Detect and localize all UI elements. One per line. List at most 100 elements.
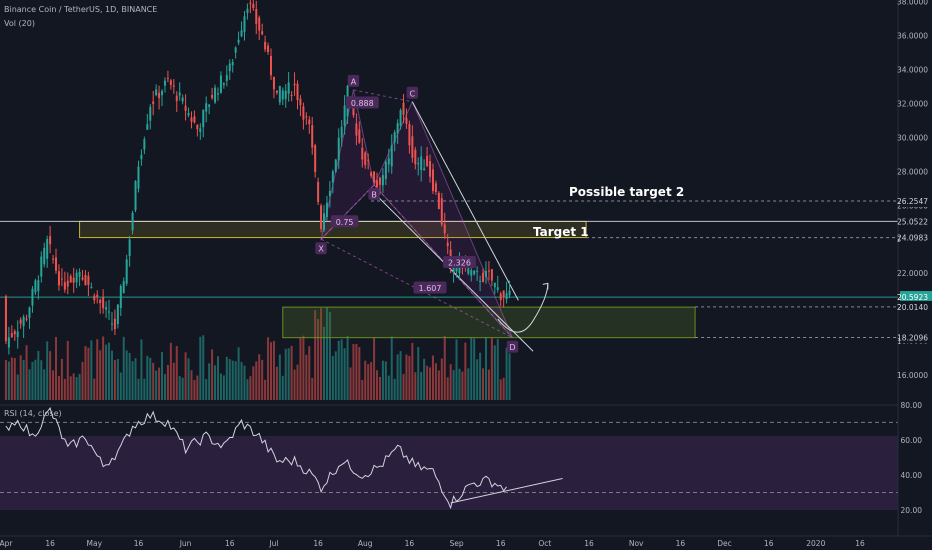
- candle-body: [405, 117, 408, 124]
- volume-bar: [325, 307, 328, 400]
- volume-bar: [211, 349, 214, 400]
- volume-bar: [346, 336, 349, 400]
- candle-body: [4, 296, 7, 342]
- volume-bar: [102, 336, 105, 400]
- candle-body: [399, 110, 402, 127]
- volume-bar: [311, 378, 314, 400]
- candle-body: [440, 198, 443, 225]
- volume-bar: [237, 347, 240, 400]
- volume-bar: [376, 370, 379, 400]
- ratio-label-bg: [345, 96, 379, 109]
- volume-bar: [84, 345, 87, 400]
- volume-bar: [69, 376, 72, 400]
- volume-bar: [258, 354, 261, 400]
- volume-bar: [22, 359, 25, 400]
- volume-bar: [467, 368, 470, 400]
- volume-bar: [328, 311, 331, 400]
- price-tick: 32.0000: [897, 99, 928, 108]
- ratio-label-bg: [330, 215, 359, 228]
- volume-bar: [93, 378, 96, 400]
- candle-body: [211, 94, 214, 99]
- volume-bar: [63, 378, 66, 400]
- candle-body: [317, 181, 320, 203]
- time-tick: Sep: [449, 539, 463, 548]
- volume-bar: [479, 352, 482, 400]
- candle-body: [293, 83, 296, 86]
- candle-body: [161, 91, 164, 96]
- volume-bar: [57, 375, 60, 400]
- candle-body: [87, 275, 90, 285]
- level-tag: 20.0140: [897, 303, 928, 312]
- time-tick: 16: [496, 539, 506, 548]
- volume-bar: [196, 375, 199, 400]
- projected-arrowhead: [542, 282, 549, 290]
- volume-bar: [240, 362, 243, 400]
- volume-bar: [293, 369, 296, 400]
- volume-bar: [337, 340, 340, 400]
- candle-body: [358, 129, 361, 143]
- volume-bar: [431, 355, 434, 400]
- volume-bar: [37, 350, 40, 400]
- candle-body: [208, 104, 211, 107]
- candle-body: [19, 319, 22, 324]
- volume-bar: [231, 360, 234, 400]
- time-tick: Nov: [629, 539, 644, 548]
- time-tick: 16: [225, 539, 235, 548]
- volume-bar: [25, 345, 28, 400]
- price-tick: 34.0000: [897, 66, 928, 75]
- channel-upper: [411, 101, 519, 301]
- volume-bar: [487, 369, 490, 400]
- volume-bar: [96, 339, 99, 400]
- candle-body: [396, 123, 399, 134]
- candle-body: [90, 286, 93, 288]
- candle-body: [116, 304, 119, 325]
- volume-bar: [464, 342, 467, 400]
- volume-bar: [290, 345, 293, 400]
- volume-bar: [4, 360, 7, 400]
- volume-bar: [152, 362, 155, 400]
- volume-bar: [108, 342, 111, 400]
- volume-bar: [134, 358, 137, 400]
- volume-bar: [172, 362, 175, 400]
- point-label-a-bg: [347, 74, 360, 87]
- level-tag-bg: [900, 331, 932, 344]
- candle-body: [105, 307, 108, 310]
- volume-bar: [199, 336, 202, 400]
- volume-bar: [482, 368, 485, 400]
- candle-body: [169, 80, 172, 85]
- candles[interactable]: [4, 0, 511, 355]
- volume-bar: [228, 359, 231, 400]
- volume-bar: [473, 338, 476, 400]
- candle-body: [96, 294, 99, 298]
- ratio-label: 2.326: [448, 258, 471, 267]
- candle-body: [102, 297, 105, 309]
- time-tick: 2020: [806, 539, 825, 548]
- volume-bar: [149, 357, 152, 400]
- volume-bar: [234, 361, 237, 400]
- candle-body: [370, 172, 373, 176]
- candle-body: [455, 267, 458, 272]
- price-tick: 30.0000: [897, 133, 928, 142]
- volume-bar: [396, 354, 399, 400]
- candle-body: [390, 145, 393, 167]
- volume-bar: [458, 368, 461, 400]
- volume-bar: [55, 336, 58, 400]
- volume-bar: [119, 372, 122, 400]
- candle-body: [302, 106, 305, 120]
- volume-bar: [87, 347, 90, 400]
- point-label-c-bg: [406, 86, 419, 99]
- volume-bar: [355, 343, 358, 400]
- candle-body: [75, 272, 78, 283]
- candle-body: [163, 80, 166, 86]
- candle-body: [290, 94, 293, 96]
- volume-bar: [184, 352, 187, 400]
- candle-body: [490, 269, 493, 281]
- candle-body: [505, 293, 508, 300]
- candle-body: [222, 83, 225, 85]
- time-tick: Oct: [538, 539, 551, 548]
- candle-body: [452, 266, 455, 273]
- candle-body: [199, 128, 202, 132]
- candle-body: [228, 63, 231, 72]
